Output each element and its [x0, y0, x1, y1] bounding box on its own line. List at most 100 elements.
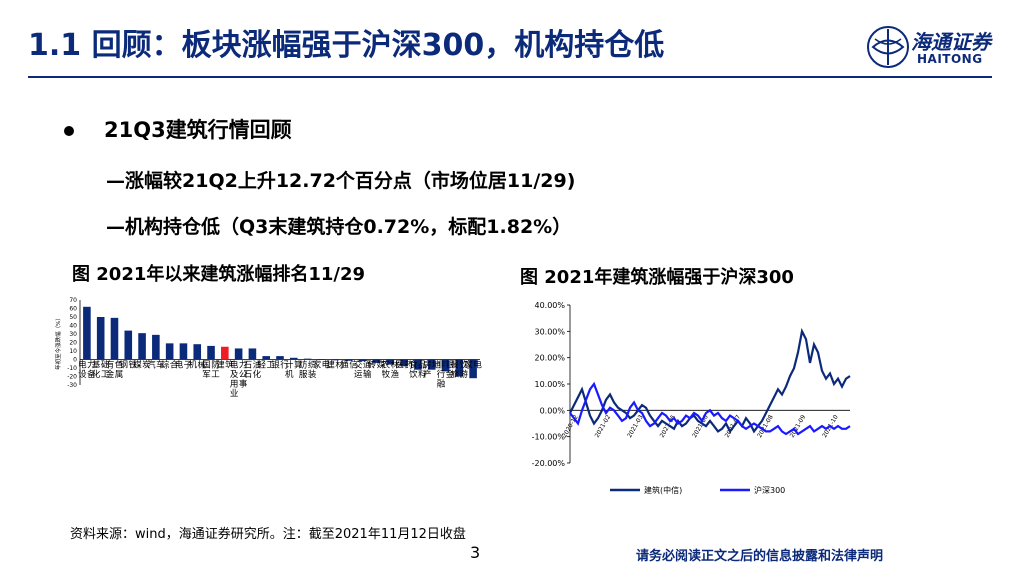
- bar-23: [400, 359, 408, 367]
- bar-y-tick: 40: [69, 323, 77, 330]
- title-divider: [28, 76, 992, 78]
- line-series-1: [569, 381, 851, 436]
- bar-27: [455, 359, 464, 377]
- bar-13: [262, 356, 270, 360]
- bar-4: [138, 333, 146, 360]
- bar-category-label: 国防军工: [202, 360, 220, 381]
- page-title: 1.1 回顾：板块涨幅强于沪深300，机构持仓低: [28, 28, 665, 63]
- bar-category-label: 煤炭: [133, 360, 151, 371]
- bullet-sub-2: —机构持仓低（Q3末建筑持仓0.72%，标配1.82%）: [106, 216, 572, 238]
- page-number: 3: [470, 543, 481, 562]
- bar-category-label: 家电: [313, 360, 331, 371]
- bar-20: [358, 359, 367, 362]
- bar-category-label: 计算机: [285, 360, 303, 381]
- bar-y-tick: 50: [69, 314, 77, 321]
- line-x-tick: 2021-02: [594, 414, 613, 439]
- bar-2: [110, 317, 119, 360]
- bar-1: [96, 317, 105, 360]
- bar-18: [331, 359, 339, 361]
- logo-en-text: HAITONG: [917, 52, 983, 66]
- bar-0: [83, 306, 91, 360]
- bar-category-label: 汽车: [147, 360, 165, 371]
- line-chart: -20.00% -10.00% 0.00% 10.00% 20.00% 30.00% 40.…: [532, 301, 851, 495]
- bar-category-label: 传媒: [368, 360, 386, 371]
- bar-category-label: 通信: [340, 360, 358, 371]
- bar-category-label: 基础化工: [92, 360, 110, 381]
- bar-y-tick: 20: [69, 340, 77, 347]
- line-y-tick: -20.00%: [532, 459, 566, 468]
- bar-22: [386, 359, 395, 365]
- bar-17: [317, 359, 326, 360]
- chart2-title: 图 2021年建筑涨幅强于沪深300: [520, 267, 794, 288]
- bar-category-label: 交通运输: [354, 360, 372, 381]
- bar-8: [193, 344, 202, 360]
- bar-category-label: 家电: [464, 360, 482, 371]
- bar-16: [303, 358, 312, 360]
- bar-19: [345, 359, 353, 361]
- line-y-tick: 20.00%: [534, 354, 565, 363]
- bar-category-label: 电子: [175, 360, 193, 371]
- bar-y-tick: 70: [69, 297, 77, 304]
- logo-cn-text: 海通证券: [911, 30, 991, 54]
- line-series-0: [569, 327, 851, 434]
- bar-y-tick: 30: [69, 331, 77, 338]
- bar-10: [221, 346, 229, 360]
- line-y-tick: 40.00%: [534, 301, 565, 310]
- bar-category-label: 房地产: [423, 360, 441, 381]
- source-note: 资料来源：wind，海通证券研究所。注：截至2021年11月12日收盘: [70, 527, 466, 542]
- bar-y-tick: 0: [73, 357, 77, 364]
- legend-label-1: 沪深300: [754, 485, 785, 495]
- bar-6: [165, 343, 174, 360]
- bar-9: [207, 345, 215, 360]
- bar-y-tick: -30: [67, 382, 77, 389]
- bar-24: [414, 359, 422, 370]
- bar-12: [248, 348, 257, 360]
- bar-category-label: 电力设备: [78, 360, 96, 381]
- bar-category-label: 食品饮料: [409, 360, 427, 381]
- bar-category-label: 非银行金融: [437, 360, 455, 390]
- bar-7: [179, 343, 188, 360]
- legend-label-0: 建筑(中信): [644, 485, 682, 495]
- bar-category-label: 建材: [326, 360, 344, 371]
- bullet-sub-1: —涨幅较21Q2上升12.72个百分点（市场位居11/29): [106, 170, 576, 192]
- line-x-tick: 2020-12: [561, 414, 580, 439]
- line-y-tick: 10.00%: [534, 380, 565, 389]
- haitong-emblem-icon: [867, 26, 909, 68]
- chart1-title: 图 2021年以来建筑涨幅排名11/29: [72, 264, 366, 285]
- bar-category-label: 轻工: [257, 360, 275, 371]
- bar-26: [441, 359, 450, 372]
- bar-y-label: 年初至今涨跌幅（%）: [54, 315, 62, 370]
- bar-category-label: 电力及公用事业: [230, 360, 248, 400]
- line-y-tick: 30.00%: [534, 327, 565, 336]
- bar-14: [276, 356, 284, 360]
- bar-category-label: 餐饮旅游: [451, 360, 469, 381]
- bullet-dot: [64, 126, 74, 136]
- bar-y-tick: 10: [69, 348, 77, 355]
- bar-category-label: 纺织服装: [299, 360, 317, 381]
- bar-category-label: 综合: [161, 360, 179, 371]
- bar-25: [427, 359, 436, 370]
- bar-28: [469, 359, 477, 379]
- bar-category-label: 钢铁: [120, 360, 138, 371]
- bar-category-label: 银行: [271, 360, 289, 371]
- bar-21: [372, 359, 381, 363]
- bar-y-tick: -20: [67, 374, 77, 381]
- bar-11: [234, 348, 243, 360]
- company-logo: 海通证券 HAITONG: [865, 24, 1015, 74]
- bar-y-tick: 60: [69, 306, 77, 313]
- line-y-tick: -10.00%: [532, 433, 566, 442]
- bar-category-label: 机械: [188, 360, 206, 371]
- bullet-main: 21Q3建筑行情回顾: [104, 118, 292, 142]
- bar-category-label: 石油石化: [244, 360, 262, 381]
- bar-category-label: 有色金属: [106, 360, 124, 381]
- bar-category-label: 医药: [395, 360, 413, 371]
- bar-3: [124, 330, 133, 360]
- disclaimer: 请务必阅读正文之后的信息披露和法律声明: [636, 549, 884, 564]
- bar-y-tick: -10: [67, 365, 77, 372]
- bar-5: [152, 334, 160, 360]
- line-y-tick: 0.00%: [540, 406, 566, 415]
- bar-category-label: 农林牧渔: [382, 360, 400, 381]
- bar-15: [290, 357, 298, 360]
- bar-category-label: 建筑: [216, 360, 234, 371]
